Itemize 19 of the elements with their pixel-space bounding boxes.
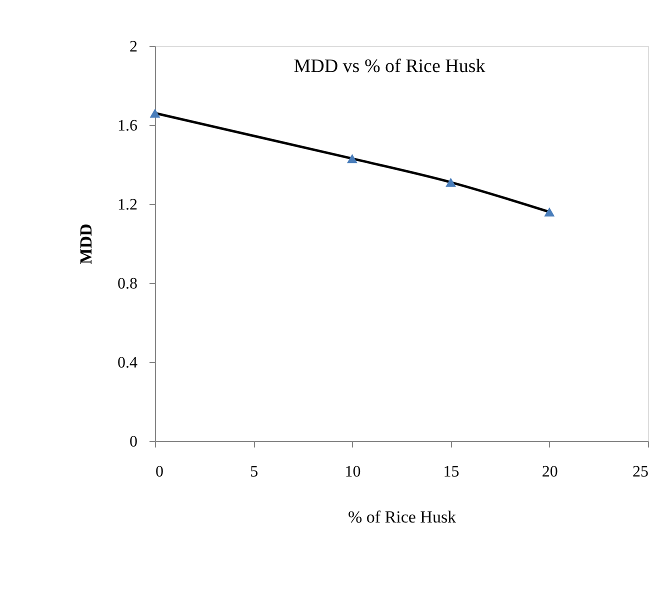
y-tick-label: 0 xyxy=(130,434,138,450)
y-tick-label: 2 xyxy=(130,38,138,56)
x-tick-label: 15 xyxy=(443,464,460,480)
y-tick-label: 1.6 xyxy=(118,118,138,134)
x-tick-label: 20 xyxy=(542,464,558,480)
point xyxy=(544,207,555,216)
x-tick-label: 5 xyxy=(250,464,258,480)
y-tick-label: 0.8 xyxy=(118,276,138,292)
point xyxy=(150,108,160,118)
y-axis-title: MDD xyxy=(76,224,96,264)
point xyxy=(346,154,358,164)
text: MDD vs % of Rice Husk xyxy=(294,56,486,77)
y-tick-label: 0.4 xyxy=(118,354,138,372)
y-tick-label: 1.2 xyxy=(118,196,138,214)
point xyxy=(446,178,456,187)
x-tick-label: 25 xyxy=(632,464,648,480)
x-tick-label: 0 xyxy=(156,464,164,480)
x-tick-label: 10 xyxy=(344,464,361,480)
x-axis-title: % of Rice Husk xyxy=(348,508,457,526)
